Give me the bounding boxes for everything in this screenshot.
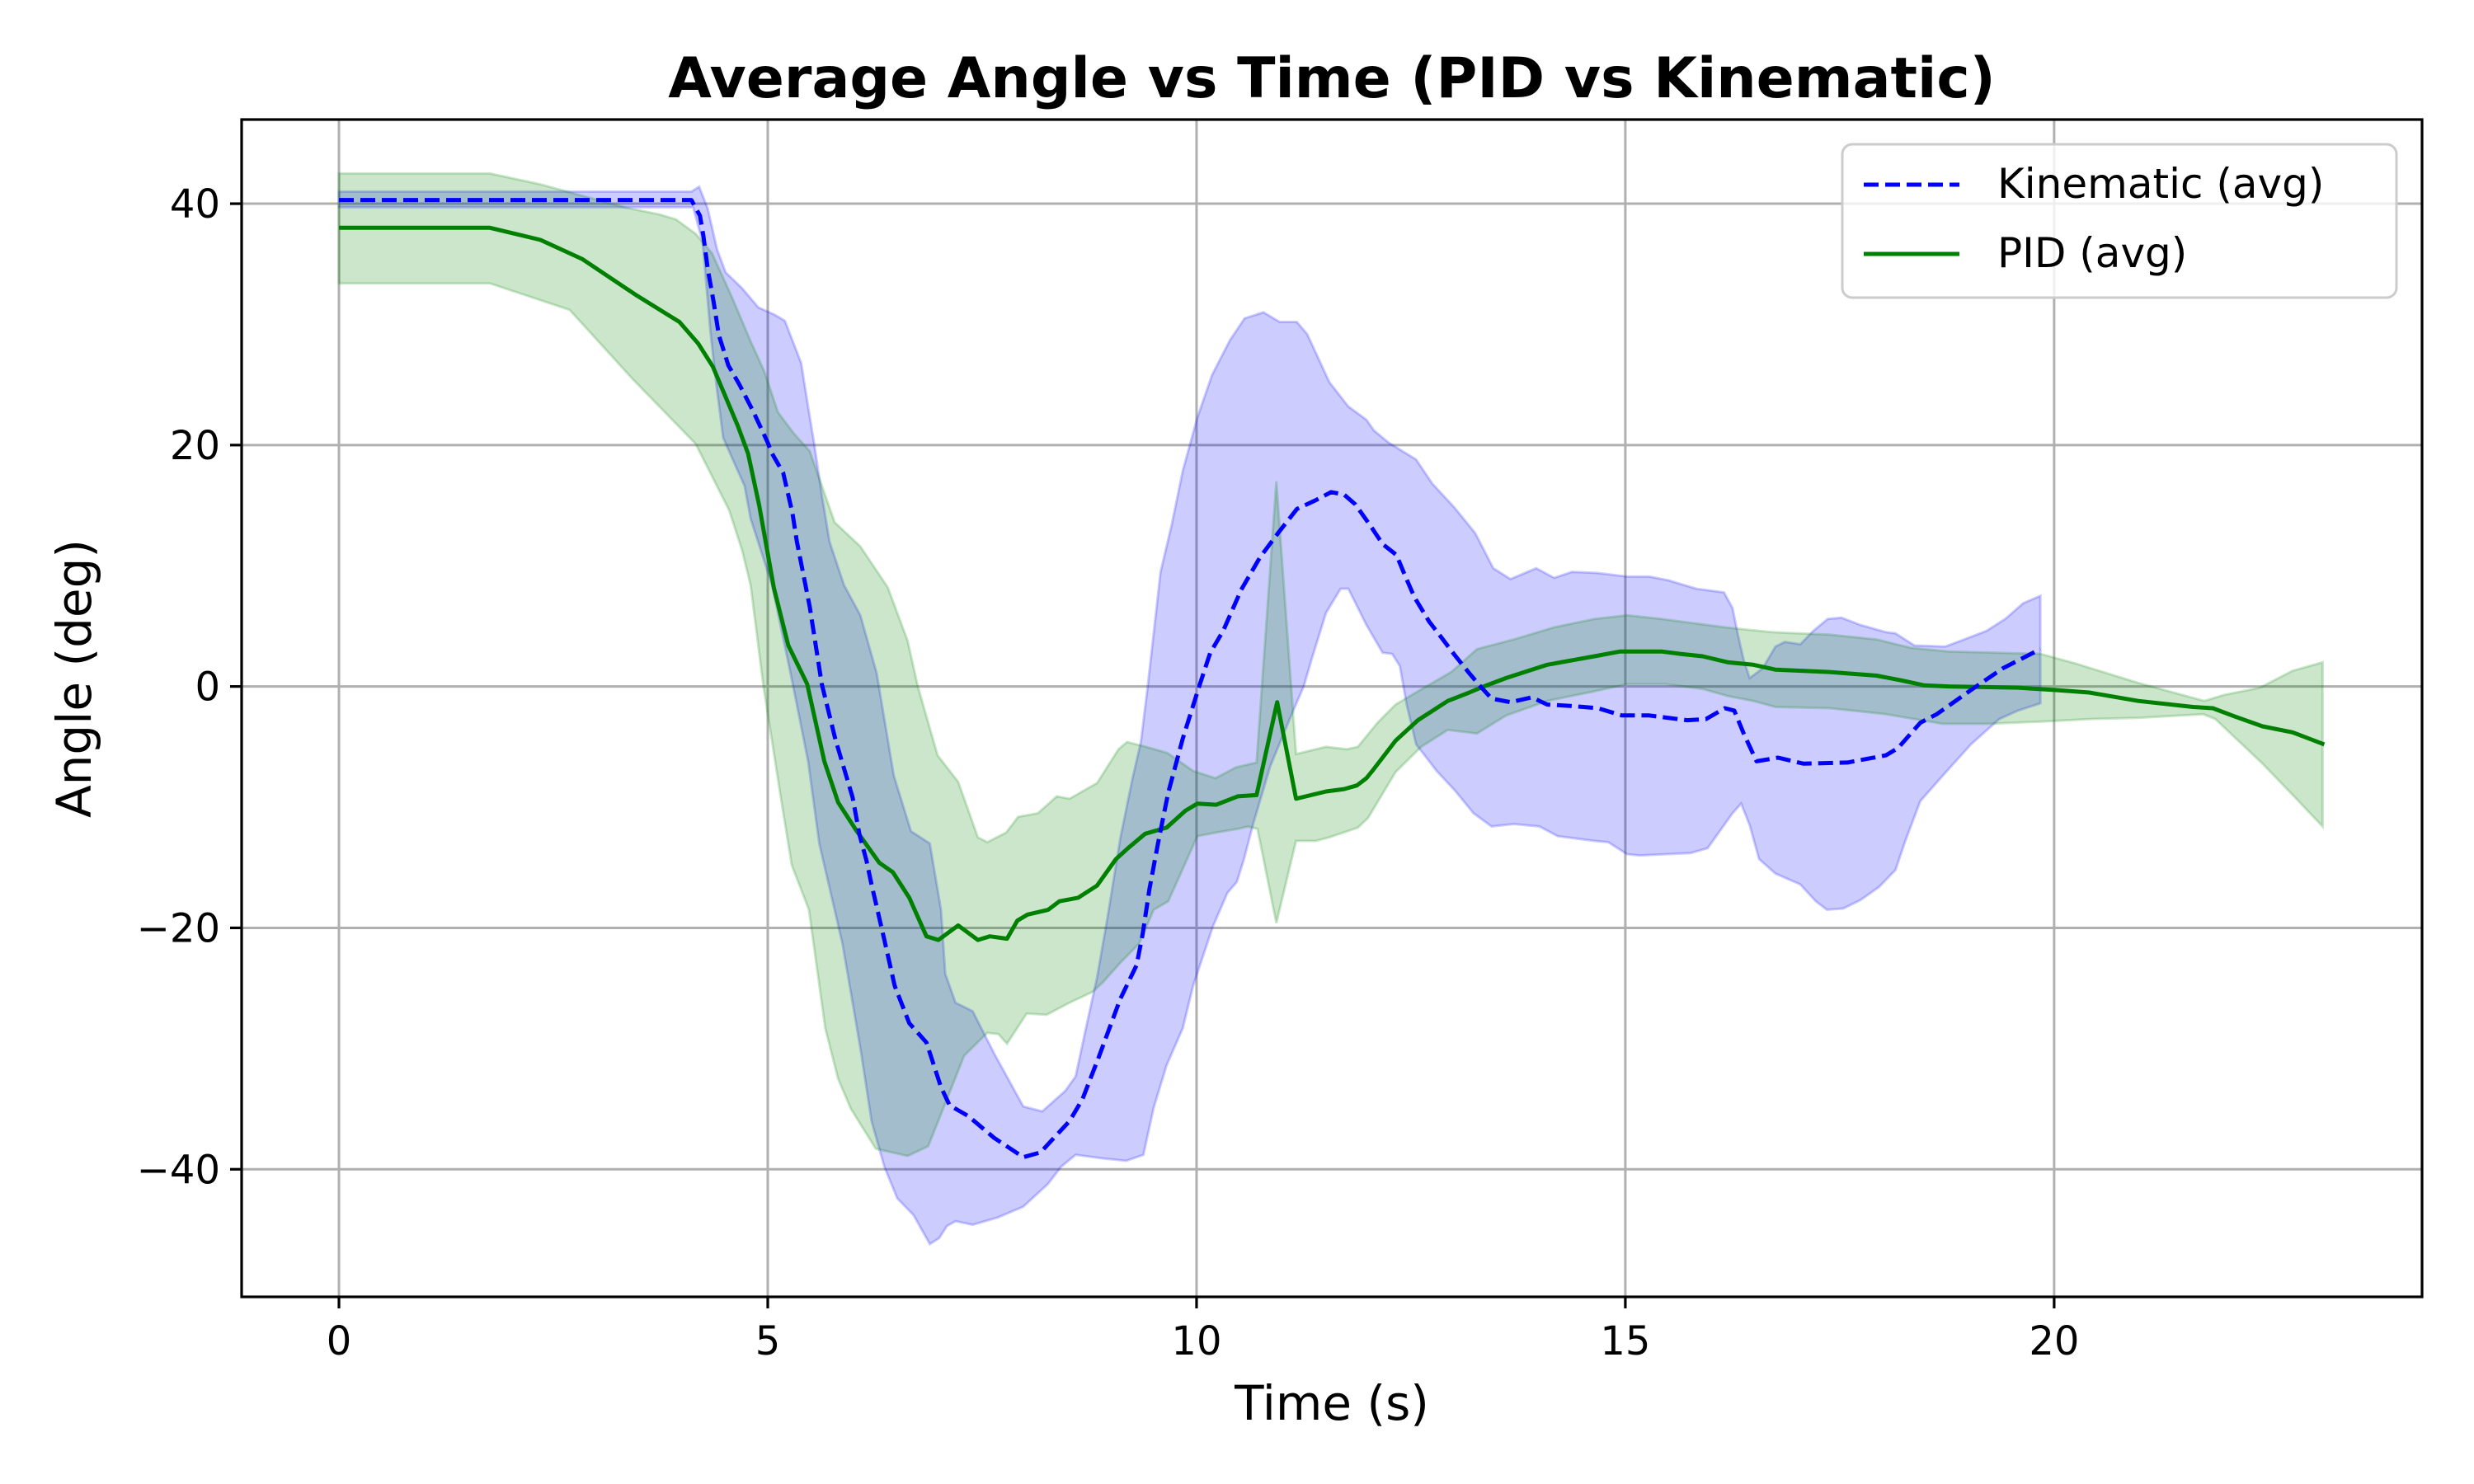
legend-frame <box>1841 143 2398 299</box>
pid-mean-line <box>339 225 2326 942</box>
y-tick-label: 40 <box>170 181 220 228</box>
x-tick-label: 10 <box>1171 1318 1221 1364</box>
x-tick-label: 5 <box>755 1318 781 1364</box>
x-tick-label: 0 <box>327 1318 352 1364</box>
x-axis-label: Time (s) <box>1234 1375 1429 1431</box>
ticks: 0 5 10 15 20 −40 −20 0 20 40 <box>137 181 2080 1364</box>
y-tick-label: 20 <box>170 423 220 469</box>
y-tick-label: 0 <box>195 665 220 711</box>
y-tick-label: −40 <box>137 1147 220 1193</box>
legend: Kinematic (avg) PID (avg) <box>1841 143 2398 299</box>
axes-frame <box>240 118 2424 1298</box>
legend-kinematic-label: Kinematic (avg) <box>1997 160 2324 208</box>
x-tick-label: 20 <box>2029 1318 2079 1364</box>
series-lines <box>339 198 2326 1160</box>
y-tick-label: −20 <box>137 905 220 951</box>
y-axis-label: Angle (deg) <box>46 539 102 818</box>
chart-title: Average Angle vs Time (PID vs Kinematic) <box>668 46 1995 111</box>
pid-std-band <box>337 171 2324 1158</box>
kinematic-mean-line <box>339 198 2042 1160</box>
legend-pid-label: PID (avg) <box>1997 229 2187 277</box>
x-tick-label: 15 <box>1600 1318 1650 1364</box>
